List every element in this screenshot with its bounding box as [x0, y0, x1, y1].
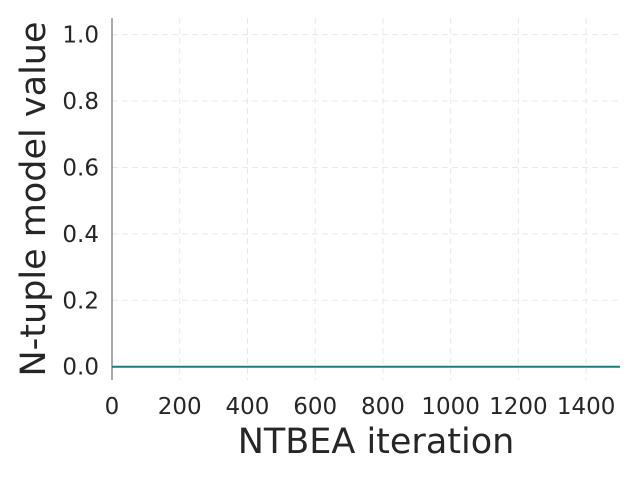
y-tick-label-4: 0.8	[62, 89, 99, 115]
y-tick-label-5: 1.0	[62, 23, 99, 49]
x-tick-labels: 0 200 400 600 800 1000 1200 1400	[105, 394, 616, 420]
y-tick-label-1: 0.2	[62, 288, 99, 314]
x-tick-label-0: 0	[105, 394, 120, 420]
x-tick-label-4: 800	[361, 394, 405, 420]
x-tick-label-5: 1000	[421, 394, 480, 420]
x-tick-label-7: 1400	[557, 394, 616, 420]
y-tick-label-3: 0.6	[62, 155, 99, 181]
x-axis-title: NTBEA iteration	[238, 422, 515, 462]
y-tick-labels: 0.0 0.2 0.4 0.6 0.8 1.0	[62, 23, 99, 381]
x-tick-label-6: 1200	[489, 394, 548, 420]
grid	[111, 18, 620, 380]
x-tick-label-1: 200	[158, 394, 202, 420]
x-tick-label-2: 400	[226, 394, 270, 420]
y-tick-label-2: 0.4	[62, 222, 99, 248]
y-axis-title: N-tuple model value	[14, 21, 54, 376]
y-tick-label-0: 0.0	[62, 355, 99, 381]
x-tick-label-3: 600	[293, 394, 337, 420]
